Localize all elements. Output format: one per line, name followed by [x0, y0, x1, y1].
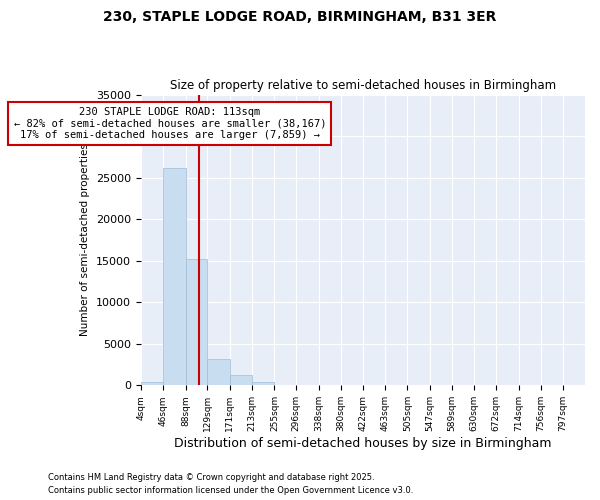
- Bar: [208, 359, 230, 386]
- Bar: [163, 168, 185, 386]
- Bar: [185, 259, 208, 386]
- Bar: [252, 382, 274, 386]
- Bar: [141, 382, 163, 386]
- Y-axis label: Number of semi-detached properties: Number of semi-detached properties: [80, 144, 91, 336]
- Text: 230, STAPLE LODGE ROAD, BIRMINGHAM, B31 3ER: 230, STAPLE LODGE ROAD, BIRMINGHAM, B31 …: [103, 10, 497, 24]
- X-axis label: Distribution of semi-detached houses by size in Birmingham: Distribution of semi-detached houses by …: [174, 437, 551, 450]
- Title: Size of property relative to semi-detached houses in Birmingham: Size of property relative to semi-detach…: [170, 79, 556, 92]
- Text: 230 STAPLE LODGE ROAD: 113sqm
← 82% of semi-detached houses are smaller (38,167): 230 STAPLE LODGE ROAD: 113sqm ← 82% of s…: [14, 107, 326, 140]
- Text: Contains HM Land Registry data © Crown copyright and database right 2025.
Contai: Contains HM Land Registry data © Crown c…: [48, 474, 413, 495]
- Bar: [230, 376, 252, 386]
